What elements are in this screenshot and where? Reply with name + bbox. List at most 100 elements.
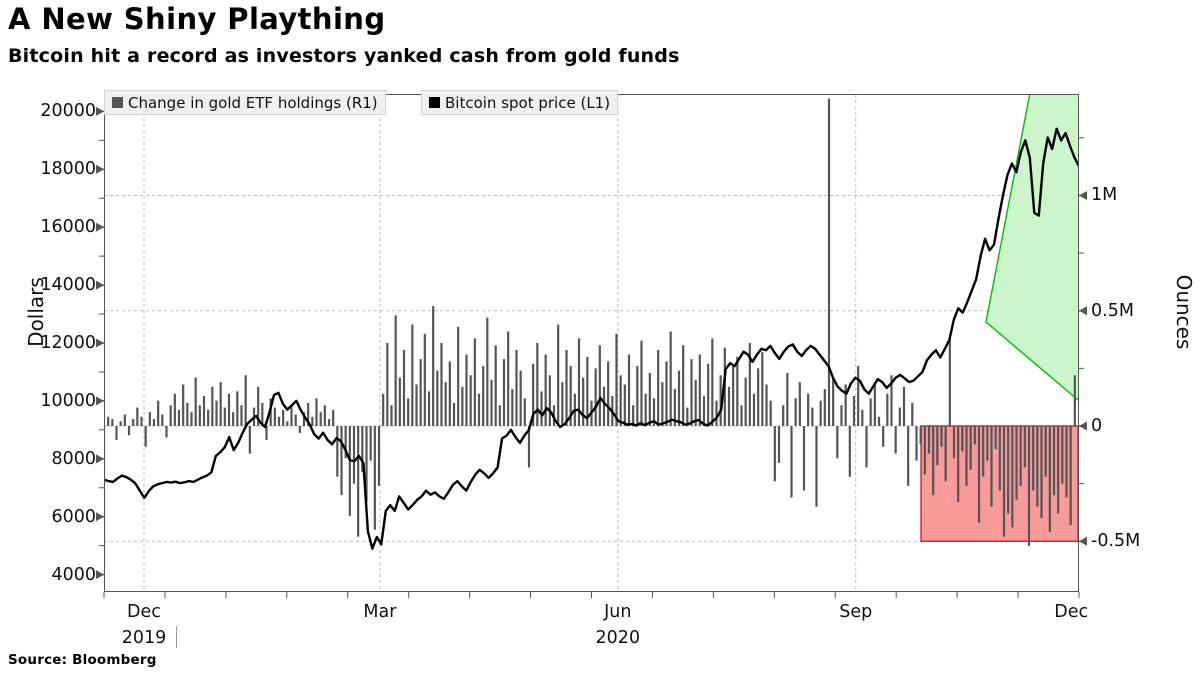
gold-etf-bar — [161, 414, 164, 426]
gold-etf-bar — [177, 409, 181, 426]
x-axis-tick: Dec — [127, 602, 161, 622]
gold-etf-bar — [440, 343, 443, 426]
gold-etf-bar — [1044, 426, 1047, 477]
bitcoin-price-path — [104, 127, 1079, 550]
gold-etf-bar — [323, 405, 326, 426]
gold-etf-bar — [382, 393, 385, 426]
gold-etf-bar — [148, 412, 151, 426]
gold-etf-bar — [465, 354, 468, 426]
gold-etf-bar — [157, 400, 160, 426]
gold-etf-bar — [673, 389, 676, 426]
gold-etf-bar — [782, 405, 785, 426]
gold-etf-bar — [1069, 426, 1072, 526]
gold-etf-bar — [957, 426, 960, 503]
gold-etf-bar — [444, 382, 447, 426]
gold-etf-bar — [594, 368, 597, 426]
gold-etf-bar — [294, 414, 297, 426]
gold-etf-bar — [407, 398, 410, 426]
gold-etf-bar — [327, 419, 331, 426]
legend-item-gold-etf[interactable]: Change in gold ETF holdings (R1) — [104, 90, 386, 115]
axis-tick-marks — [96, 106, 1087, 598]
gold-etf-bar — [615, 333, 618, 426]
gold-etf-bar — [319, 412, 322, 426]
gold-etf-bar — [1048, 426, 1051, 533]
gold-etf-bar — [152, 419, 156, 426]
left-axis-tick: 20000 — [40, 101, 96, 122]
gold-etf-bar — [415, 384, 418, 426]
gold-etf-bar — [765, 384, 768, 426]
gold-etf-bar — [948, 338, 951, 426]
gold-etf-bar — [132, 419, 135, 426]
gold-etf-bar — [894, 426, 897, 454]
legend-label-gold-etf: Change in gold ETF holdings (R1) — [128, 93, 378, 112]
gold-etf-bar — [561, 382, 564, 426]
legend-item-bitcoin[interactable]: Bitcoin spot price (L1) — [421, 90, 619, 115]
gold-etf-bar — [502, 359, 506, 426]
gold-etf-bar — [432, 306, 435, 426]
right-axis-tick: 1M — [1091, 185, 1118, 206]
gold-etf-bar — [477, 393, 481, 426]
legend-swatch-gold-etf — [112, 97, 123, 108]
gold-etf-bar — [532, 363, 535, 426]
gold-etf-bar — [257, 386, 260, 426]
gold-etf-bar — [898, 407, 901, 426]
source-attribution: Source: Bloomberg — [8, 652, 157, 668]
gold-etf-bar — [807, 393, 810, 426]
gold-etf-bar — [173, 393, 176, 426]
gold-etf-bar — [232, 412, 235, 426]
gold-etf-bar — [832, 377, 835, 426]
right-axis-tick: 0.5M — [1091, 300, 1134, 321]
gold-etf-bar — [436, 370, 439, 426]
x-axis-tick: Jun — [604, 602, 632, 622]
gold-etf-bar — [844, 384, 847, 426]
bitcoin-price-line — [104, 127, 1079, 550]
gold-etf-bar — [302, 412, 306, 426]
gold-etf-bar — [882, 426, 885, 447]
gold-etf-bar — [752, 393, 756, 426]
gold-etf-bar — [819, 400, 822, 426]
gold-etf-bar — [961, 426, 964, 452]
gold-etf-bar — [569, 366, 572, 426]
gold-etf-bar — [690, 359, 693, 426]
legend-label-bitcoin: Bitcoin spot price (L1) — [445, 93, 611, 112]
gold-etf-bar — [448, 361, 451, 426]
x-axis-year: 2020 — [595, 628, 641, 648]
gold-etf-bar — [923, 426, 926, 475]
gold-etf-bar — [661, 382, 664, 426]
gold-etf-bar — [365, 426, 368, 503]
gold-etf-bar — [857, 366, 860, 426]
gold-etf-bar — [1011, 426, 1014, 528]
gold-etf-bar — [207, 409, 210, 426]
gold-etf-bar — [640, 340, 643, 426]
gold-etf-bar — [123, 414, 126, 426]
x-axis-tick: Sep — [839, 602, 873, 622]
gold-etf-bar — [357, 426, 360, 537]
gold-etf-bar — [869, 398, 872, 426]
gold-etf-bar — [577, 338, 581, 426]
gold-etf-bar — [1002, 426, 1006, 537]
gold-etf-bar — [298, 426, 301, 433]
gold-etf-bar — [773, 426, 776, 482]
gold-etf-bar — [390, 405, 393, 426]
gold-etf-bar — [732, 366, 735, 426]
gold-etf-bar — [427, 391, 431, 426]
gold-etf-bar — [536, 343, 539, 426]
gold-etf-bar — [702, 396, 706, 426]
gold-etf-bar — [423, 333, 426, 426]
gold-etf-bar — [657, 349, 660, 426]
gold-etf-bar — [748, 343, 751, 426]
gold-etf-bar — [757, 368, 760, 426]
gold-etf-bar — [940, 426, 943, 447]
left-axis-tick: 4000 — [51, 564, 96, 585]
gold-etf-bar — [352, 426, 356, 484]
tick-arrow — [96, 164, 104, 174]
gold-etf-bar — [394, 315, 397, 426]
gold-etf-bar — [911, 402, 914, 426]
gold-etf-bar — [411, 324, 414, 426]
gold-etf-bar — [952, 426, 956, 459]
tick-arrow — [1079, 421, 1087, 431]
left-axis-tick: 12000 — [40, 333, 96, 353]
left-axis-tick: 8000 — [51, 448, 96, 469]
